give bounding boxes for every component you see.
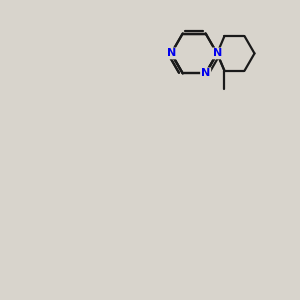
Text: N: N: [167, 48, 176, 59]
Text: N: N: [212, 48, 222, 59]
Text: N: N: [201, 68, 210, 78]
